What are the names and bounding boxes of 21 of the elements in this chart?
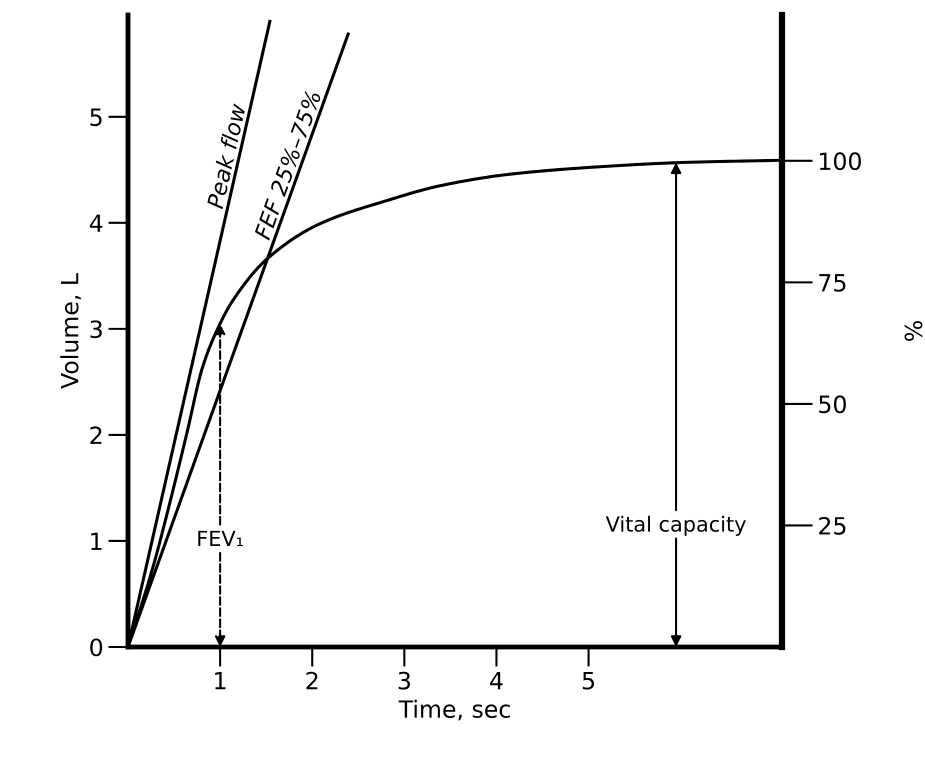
y2-tick-label: 25 [819,516,846,535]
y2-tick-label: 100 [820,152,861,170]
x-tick-label: 1 [215,672,226,690]
x-axis-title: Time, sec [398,700,510,720]
y-tick-label: 0 [90,638,102,656]
y-tick-label: 1 [91,532,102,550]
text: Peak flow [206,102,246,210]
y-tick-label: 4 [90,214,102,232]
y-axis-title: Volume, L [60,273,81,389]
annotation: FEV₁ [198,530,243,546]
y2-tick-label: 50 [819,395,846,414]
x-tick-label: 2 [306,672,318,690]
y2-axis-title: % [904,321,922,341]
x-tick-label: 5 [582,672,594,690]
y2-tick-label: 75 [819,274,846,292]
annotation: Vital capacity [606,516,746,536]
x-tick-label: 4 [490,672,503,690]
y-tick-label: 5 [90,108,102,126]
y-tick-label: 3 [90,320,102,338]
x-tick-label: 3 [398,672,410,690]
y-tick-label: 2 [90,426,102,444]
